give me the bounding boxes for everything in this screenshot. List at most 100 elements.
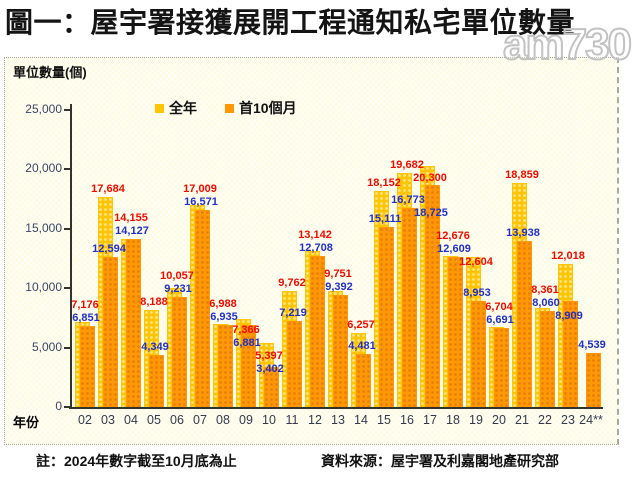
bar-ten-months-24** (586, 353, 601, 407)
x-tick-label-09: 09 (239, 413, 253, 427)
data-label-ten-months-18: 12,609 (437, 243, 471, 256)
chart-panel: 單位數量(個) 全年 首10個月 年份 0 5,000 10,000 15,000 20,… (4, 57, 619, 445)
legend-label: 全年 (169, 100, 197, 116)
y-tick-label: 25,000 (25, 102, 62, 116)
y-tick-mark (64, 227, 71, 230)
y-tick-mark (64, 168, 71, 171)
data-label-full-year-10: 5,397 (255, 349, 283, 362)
x-tick-label-10: 10 (262, 413, 276, 427)
bar-ten-months-14 (356, 353, 371, 407)
x-tick-label-07: 07 (193, 413, 207, 427)
data-label-ten-months-14: 4,481 (348, 339, 376, 352)
legend-item-full-year: 全年 (155, 98, 197, 118)
x-tick-label-02: 02 (78, 413, 92, 427)
y-tick-label: 15,000 (25, 220, 62, 235)
bar-ten-months-07 (195, 210, 210, 407)
x-tick-label-24**: 24** (579, 413, 603, 427)
x-tick-label-14: 14 (354, 413, 368, 427)
x-tick-label-17: 17 (423, 413, 437, 427)
data-label-ten-months-07: 16,571 (184, 196, 218, 209)
data-label-full-year-15: 18,152 (367, 177, 401, 190)
footnote: 註：2024年數字截至10月底為止 (36, 453, 237, 469)
bar-ten-months-09 (241, 325, 256, 407)
x-tick-label-19: 19 (469, 413, 483, 427)
bar-ten-months-06 (172, 297, 187, 407)
bar-ten-months-08 (218, 324, 233, 407)
data-label-full-year-17: 20,300 (413, 172, 447, 185)
y-tick-mark (64, 346, 71, 349)
data-label-ten-months-02: 6,851 (72, 311, 100, 324)
bar-ten-months-13 (333, 295, 348, 407)
data-label-ten-months-23: 8,909 (555, 310, 583, 323)
bar-ten-months-12 (310, 256, 325, 407)
data-label-full-year-23: 12,018 (551, 250, 585, 263)
data-label-ten-months-19: 8,953 (463, 286, 491, 299)
data-label-full-year-18: 12,676 (436, 230, 470, 243)
bar-ten-months-11 (287, 321, 302, 407)
y-tick-label: 10,000 (25, 280, 62, 295)
data-label-full-year-22: 8,361 (531, 284, 559, 297)
data-label-full-year-06: 10,057 (160, 270, 194, 283)
x-tick-label-04: 04 (124, 413, 138, 427)
data-label-ten-months-08: 6,935 (210, 310, 238, 323)
bar-ten-months-04 (126, 239, 141, 407)
x-tick-label-16: 16 (400, 413, 414, 427)
bar-ten-months-20 (494, 327, 509, 407)
bar-ten-months-23 (563, 301, 578, 407)
x-tick-label-12: 12 (308, 413, 322, 427)
data-label-full-year-11: 9,762 (278, 277, 306, 290)
x-axis-line (69, 407, 603, 409)
x-tick-label-13: 13 (331, 413, 345, 427)
data-label-full-year-09: 7,366 (232, 323, 260, 336)
data-label-ten-months-04: 14,127 (115, 225, 149, 238)
data-label-ten-months-11: 7,219 (279, 307, 307, 320)
x-tick-label-23: 23 (561, 413, 575, 427)
data-label-ten-months-05: 4,349 (141, 341, 169, 354)
data-label-full-year-03: 17,684 (91, 182, 125, 195)
x-tick-label-15: 15 (377, 413, 391, 427)
data-label-full-year-07: 17,009 (183, 183, 217, 196)
data-label-ten-months-10: 3,402 (256, 362, 284, 375)
data-label-full-year-08: 6,988 (209, 297, 237, 310)
data-label-ten-months-20: 6,691 (486, 313, 514, 326)
data-label-full-year-13: 9,751 (324, 268, 352, 281)
legend-swatch-icon (225, 103, 234, 113)
chart-title: 圖一：屋宇署接獲展開工程通知私宅單位數量 (5, 8, 576, 39)
bar-ten-months-19 (471, 300, 486, 407)
data-label-ten-months-15: 15,111 (368, 213, 402, 226)
legend-swatch-icon (155, 103, 164, 113)
data-label-full-year-14: 6,257 (347, 318, 375, 331)
data-label-ten-months-03: 12,594 (92, 243, 126, 256)
x-tick-label-08: 08 (216, 413, 230, 427)
data-label-full-year-12: 13,142 (298, 229, 332, 242)
data-label-full-year-19: 12,604 (459, 256, 493, 269)
am730-watermark-logo: am730 (502, 19, 633, 70)
source-note: 資料來源：屋宇署及利嘉閣地產研究部 (321, 453, 559, 469)
y-axis-title: 單位數量(個) (13, 65, 87, 80)
bar-ten-months-03 (103, 257, 118, 407)
data-label-ten-months-16: 16,773 (391, 193, 425, 206)
x-tick-label-18: 18 (446, 413, 460, 427)
y-tick-mark (64, 287, 71, 290)
x-axis-title: 年份 (13, 415, 40, 430)
data-label-full-year-05: 8,188 (140, 295, 168, 308)
y-axis-line (70, 104, 72, 409)
data-label-full-year-21: 18,859 (505, 168, 539, 181)
data-label-full-year-16: 19,682 (390, 159, 424, 172)
x-tick-label-21: 21 (515, 413, 529, 427)
bar-ten-months-02 (80, 325, 95, 407)
bar-ten-months-18 (448, 257, 463, 407)
data-label-ten-months-24**: 4,539 (578, 339, 606, 352)
data-label-ten-months-21: 13,938 (506, 227, 540, 240)
bar-ten-months-22 (540, 311, 555, 407)
data-label-ten-months-13: 9,392 (325, 281, 353, 294)
data-label-ten-months-09: 6,881 (233, 336, 261, 349)
bar-ten-months-17 (425, 184, 440, 407)
bar-ten-months-10 (264, 366, 279, 407)
data-label-full-year-04: 14,155 (114, 212, 148, 225)
x-tick-label-03: 03 (101, 413, 115, 427)
chart-legend: 全年 首10個月 (155, 98, 297, 118)
data-label-ten-months-22: 8,060 (532, 297, 560, 310)
bar-ten-months-16 (402, 207, 417, 407)
y-tick-mark (64, 109, 71, 111)
